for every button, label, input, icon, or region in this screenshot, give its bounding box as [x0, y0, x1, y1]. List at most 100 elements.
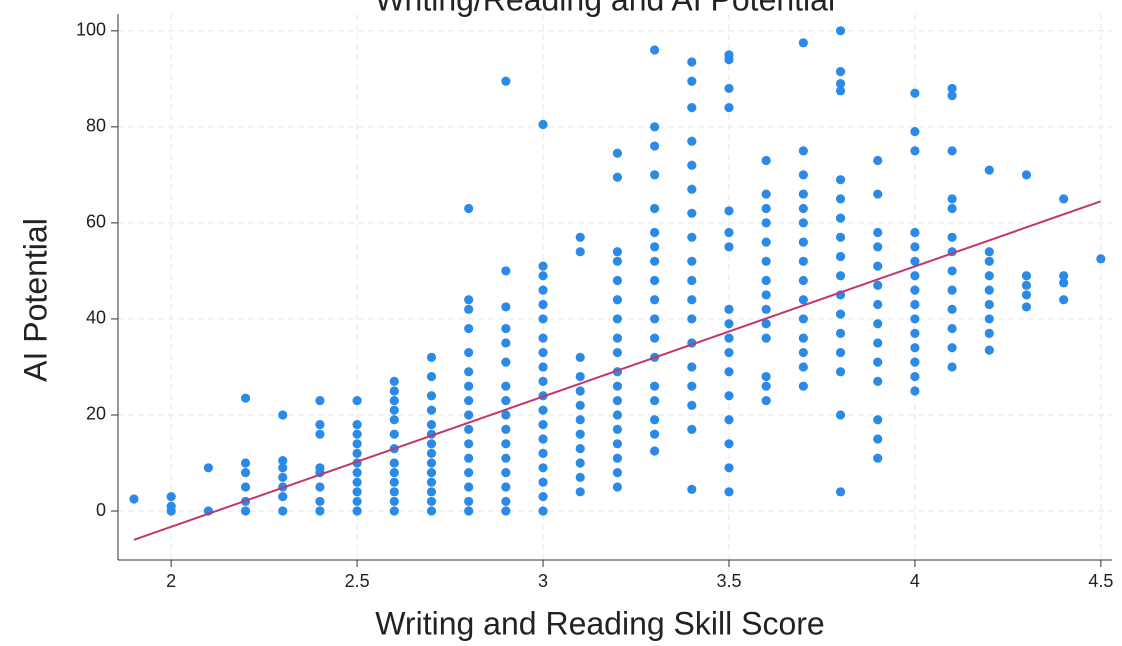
point	[650, 45, 660, 55]
point	[538, 419, 548, 430]
point	[426, 506, 437, 516]
point	[835, 26, 846, 36]
point	[761, 304, 771, 314]
point	[352, 429, 362, 439]
point	[873, 415, 883, 425]
point	[724, 242, 734, 252]
point	[538, 492, 548, 502]
x-tick-label: 2	[166, 571, 176, 591]
point	[575, 352, 585, 362]
x-axis-label: Writing and Reading Skill Score	[375, 605, 824, 641]
point	[650, 227, 660, 238]
chart-title: Writing/Reading and AI Potential	[375, 0, 835, 17]
point	[910, 146, 920, 156]
point	[910, 299, 920, 310]
point	[352, 477, 362, 487]
point	[389, 496, 399, 507]
point	[687, 362, 697, 372]
point	[538, 376, 548, 386]
point	[464, 323, 474, 334]
point	[984, 345, 994, 355]
point	[166, 492, 176, 502]
point	[687, 103, 697, 113]
point	[464, 410, 474, 420]
point	[426, 458, 437, 468]
point	[426, 419, 437, 430]
point	[352, 506, 362, 516]
point	[203, 463, 213, 473]
point	[1059, 278, 1069, 288]
point	[464, 304, 474, 314]
point	[687, 381, 697, 391]
point	[575, 232, 585, 242]
point	[426, 448, 437, 458]
point	[724, 50, 734, 60]
y-tick-label: 20	[86, 404, 106, 424]
point	[761, 218, 771, 228]
point	[464, 424, 474, 434]
point	[835, 79, 846, 89]
point	[278, 472, 288, 483]
point	[910, 357, 920, 367]
point	[798, 218, 808, 228]
point	[538, 463, 548, 473]
point	[798, 333, 808, 343]
point	[501, 453, 511, 463]
point	[835, 487, 846, 497]
point	[612, 148, 623, 158]
point	[761, 381, 771, 391]
point	[947, 285, 957, 295]
point	[835, 67, 846, 77]
point	[612, 424, 623, 434]
point	[1059, 271, 1069, 281]
point	[947, 362, 957, 372]
point	[612, 410, 623, 420]
point	[873, 357, 883, 367]
point	[873, 453, 883, 463]
point	[389, 468, 399, 478]
point	[575, 429, 585, 439]
point	[835, 328, 846, 338]
point	[426, 352, 437, 362]
point	[464, 439, 474, 449]
point	[352, 468, 362, 478]
point	[984, 328, 994, 338]
point	[612, 256, 623, 266]
point	[612, 381, 623, 391]
point	[501, 496, 511, 507]
point	[464, 496, 474, 507]
point	[464, 395, 474, 406]
point	[650, 446, 660, 456]
point	[501, 323, 511, 334]
point	[389, 386, 399, 396]
point	[501, 506, 511, 516]
point	[426, 468, 437, 478]
point	[650, 429, 660, 439]
point	[724, 367, 734, 377]
point	[352, 496, 362, 507]
point	[129, 494, 139, 504]
point	[389, 415, 399, 425]
point	[426, 487, 437, 497]
point	[798, 381, 808, 391]
point	[687, 232, 697, 242]
point	[650, 381, 660, 391]
point	[798, 362, 808, 372]
point	[984, 256, 994, 266]
point	[501, 395, 511, 406]
point	[724, 319, 734, 329]
point	[798, 347, 808, 358]
point	[910, 314, 920, 324]
point	[501, 357, 511, 367]
point	[650, 415, 660, 425]
point	[724, 103, 734, 113]
point	[650, 122, 660, 132]
point	[724, 206, 734, 216]
point	[873, 319, 883, 329]
point	[501, 424, 511, 434]
point	[947, 304, 957, 314]
point	[538, 271, 548, 281]
point	[1021, 271, 1032, 281]
point	[798, 189, 808, 199]
x-tick-label: 3	[538, 571, 548, 591]
